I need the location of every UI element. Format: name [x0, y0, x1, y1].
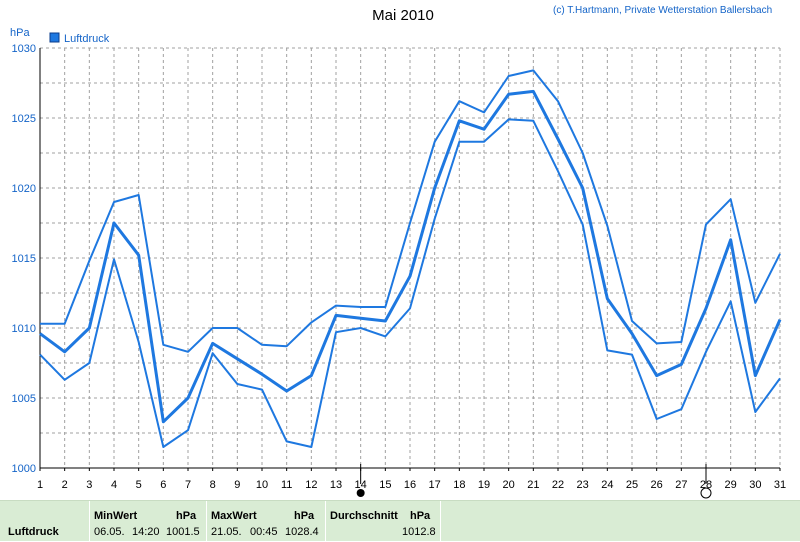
y-tick-label: 1030 [12, 43, 36, 55]
x-tick-label: 24 [601, 479, 613, 491]
x-tick-label: 26 [651, 479, 663, 491]
x-tick-label: 16 [404, 479, 416, 491]
legend-swatch [49, 32, 60, 43]
x-tick-label: 25 [626, 479, 638, 491]
y-tick-label: 1015 [12, 253, 36, 265]
x-tick-label: 12 [305, 479, 317, 491]
avg-header: Durchschnitt [330, 510, 398, 522]
x-tick-label: 20 [503, 479, 515, 491]
x-tick-label: 8 [210, 479, 216, 491]
avg-unit: hPa [410, 510, 431, 522]
min-unit: hPa [176, 510, 197, 522]
avg-value: 1012.8 [402, 526, 436, 538]
y-tick-label: 1025 [12, 113, 36, 125]
pressure-chart: Mai 2010 (c) T.Hartmann, Private Wetters… [10, 5, 787, 499]
new-moon-icon [356, 489, 365, 497]
y-axis-unit: hPa [10, 27, 30, 39]
x-tick-label: 3 [86, 479, 92, 491]
x-tick-label: 31 [774, 479, 786, 491]
min-value: 1001.5 [166, 526, 200, 538]
x-tick-label: 11 [281, 479, 292, 491]
stats-row-label: Luftdruck [8, 526, 59, 538]
avg-cell: Durchschnitt hPa 1012.8 [326, 501, 441, 542]
x-tick-label: 27 [675, 479, 687, 491]
x-tick-label: 18 [453, 479, 465, 491]
y-tick-label: 1005 [12, 393, 36, 405]
y-tick-label: 1010 [12, 323, 36, 335]
y-tick-label: 1000 [12, 463, 36, 475]
x-tick-label: 28 [700, 479, 712, 491]
x-tick-label: 1 [37, 479, 43, 491]
x-tick-label: 22 [552, 479, 564, 491]
x-tick-label: 21 [527, 479, 539, 491]
x-tick-label: 5 [136, 479, 142, 491]
legend-label: Luftdruck [64, 33, 110, 45]
min-time: 14:20 [132, 526, 160, 538]
max-time: 00:45 [250, 526, 278, 538]
chart-area: Mai 2010 (c) T.Hartmann, Private Wetters… [10, 5, 787, 499]
series-line-max [40, 69, 781, 353]
x-tick-label: 13 [330, 479, 342, 491]
max-date: 21.05. [211, 526, 242, 538]
stats-footer: Luftdruck MinWert hPa 06.05. 14:20 1001.… [0, 500, 800, 542]
min-date: 06.05. [94, 526, 125, 538]
y-tick-label: 1020 [12, 183, 36, 195]
x-tick-label: 4 [111, 479, 117, 491]
x-tick-label: 15 [379, 479, 391, 491]
series-line-min [39, 118, 781, 448]
series [39, 69, 782, 448]
x-tick-label: 10 [256, 479, 268, 491]
max-header: MaxWert [211, 510, 257, 522]
x-tick-label: 7 [185, 479, 191, 491]
grid [40, 47, 781, 468]
series-line-mean [39, 89, 782, 424]
max-value: 1028.4 [285, 526, 319, 538]
max-unit: hPa [294, 510, 315, 522]
moon-markers [356, 464, 712, 499]
x-tick-label: 29 [725, 479, 737, 491]
x-tick-label: 30 [749, 479, 761, 491]
full-moon-icon [700, 487, 712, 499]
x-tick-label: 6 [160, 479, 166, 491]
stats-row-label-cell: Luftdruck [0, 501, 90, 542]
x-tick-label: 9 [234, 479, 240, 491]
min-header: MinWert [94, 510, 138, 522]
min-cell: MinWert hPa 06.05. 14:20 1001.5 [90, 501, 207, 542]
chart-title: Mai 2010 [372, 7, 434, 24]
x-tick-label: 14 [355, 479, 367, 491]
copyright-note: (c) T.Hartmann, Private Wetterstation Ba… [553, 5, 772, 16]
max-cell: MaxWert hPa 21.05. 00:45 1028.4 [207, 501, 326, 542]
x-tick-label: 2 [62, 479, 68, 491]
x-tick-label: 23 [577, 479, 589, 491]
footer-empty-cell [441, 501, 800, 542]
x-tick-label: 17 [429, 479, 441, 491]
x-tick-label: 19 [478, 479, 490, 491]
